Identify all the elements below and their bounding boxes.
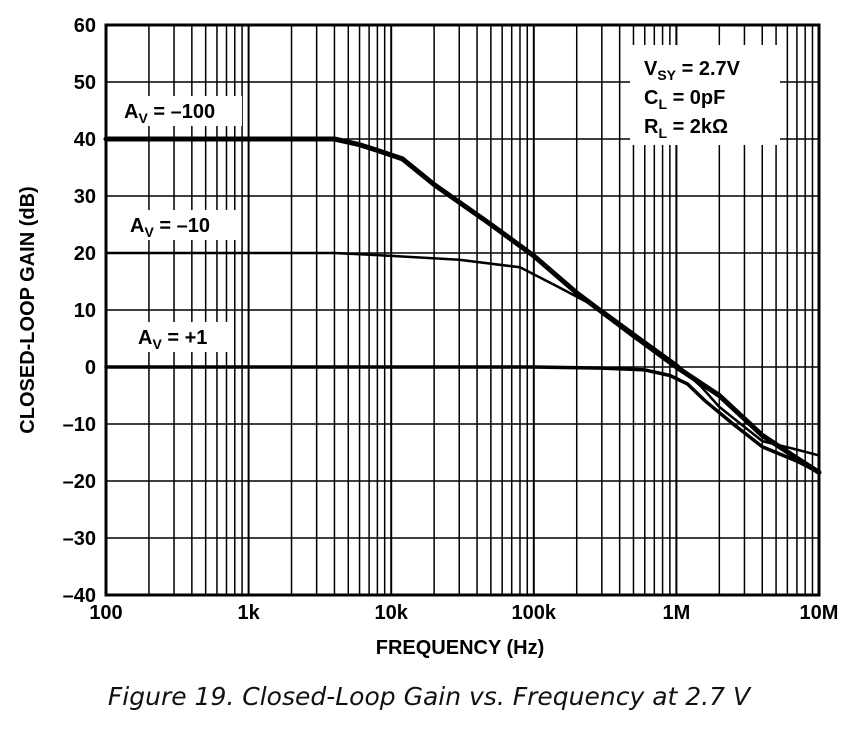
label-av-10: AV = –10 (124, 210, 236, 240)
x-axis-title: FREQUENCY (Hz) (376, 637, 545, 659)
y-tick-label: 50 (74, 72, 96, 94)
y-tick-label: 10 (74, 300, 96, 322)
y-tick-label: –40 (63, 585, 96, 607)
y-tick-label: 20 (74, 243, 96, 265)
y-tick-label: 40 (74, 129, 96, 151)
x-tick-label: 10M (800, 602, 839, 624)
x-tick-label: 100 (89, 602, 122, 624)
condition-rl: RL = 2kΩ (644, 116, 728, 141)
label-av-100: AV = –100 (118, 96, 242, 126)
x-tick-labels: 100 1k 10k 100k 1M 10M (89, 602, 838, 624)
conditions-box (630, 45, 780, 145)
y-axis-title: CLOSED-LOOP GAIN (dB) (17, 186, 39, 433)
y-tick-label: 30 (74, 186, 96, 208)
svg-text:AV = –10: AV = –10 (130, 215, 210, 240)
series-line-2 (104, 365, 821, 475)
series-line-1 (104, 251, 821, 457)
svg-text:AV = +1: AV = +1 (138, 327, 207, 352)
y-tick-label: 60 (74, 15, 96, 37)
figure-caption: Figure 19. Closed-Loop Gain vs. Frequenc… (107, 682, 751, 711)
plot-frame (104, 23, 821, 597)
y-tick-label: –20 (63, 471, 96, 493)
y-tick-label: –10 (63, 414, 96, 436)
label-av-1: AV = +1 (132, 322, 230, 352)
x-tick-label: 1k (237, 602, 260, 624)
y-tick-labels: 60 50 40 30 20 10 0 –10 –20 –30 –40 (63, 15, 96, 607)
series-line-0 (103, 136, 822, 475)
x-tick-label: 100k (512, 602, 557, 624)
condition-vsy: VSY = 2.7V (644, 58, 741, 83)
y-tick-label: 0 (85, 357, 96, 379)
x-tick-label: 10k (375, 602, 409, 624)
x-tick-label: 1M (663, 602, 691, 624)
y-tick-label: –30 (63, 528, 96, 550)
svg-text:AV = –100: AV = –100 (124, 101, 215, 126)
condition-cl: CL = 0pF (644, 87, 725, 112)
curves (103, 136, 822, 475)
